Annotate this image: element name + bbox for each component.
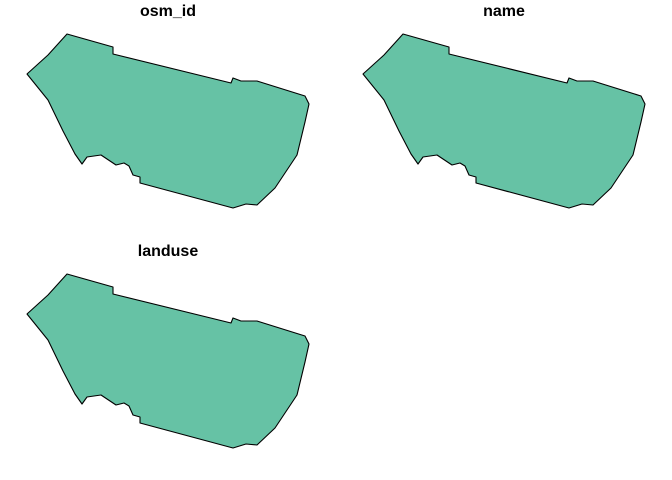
map-panel-osm-id: osm_id [0,0,336,240]
polygon-map [362,33,646,209]
polygon-map [26,33,310,209]
panel-title: landuse [137,243,199,260]
panel-title: name [483,3,525,20]
landuse-polygon [26,33,310,209]
polygon-map [26,273,310,449]
map-panel-name: name [336,0,672,240]
panel-title: osm_id [139,3,196,20]
landuse-polygon [26,273,310,449]
landuse-polygon [362,33,646,209]
map-panel-landuse: landuse [0,240,336,480]
